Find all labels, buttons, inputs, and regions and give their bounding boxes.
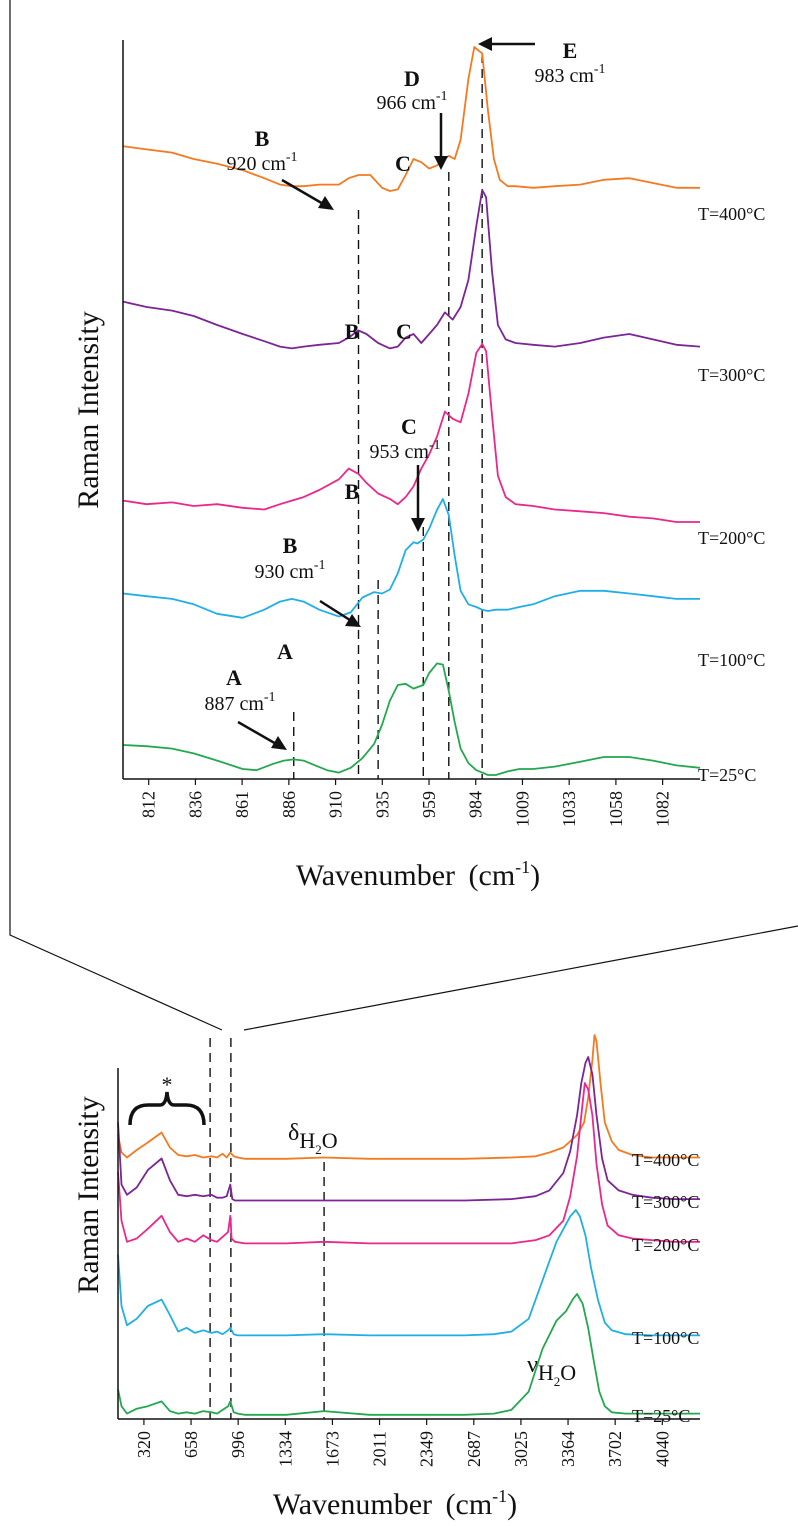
series-label: T=25°C xyxy=(698,765,756,785)
x-tick-label: 3025 xyxy=(511,1431,531,1467)
x-tick-label: 2011 xyxy=(370,1431,390,1466)
x-tick-label: 1033 xyxy=(559,791,579,827)
overview-series-labels: T=400°C T=300°C T=200°C T=100°C T=25°C xyxy=(632,1150,699,1426)
arrow-b4 xyxy=(319,599,354,624)
arrowhead-b4 xyxy=(345,614,361,627)
arrow-b1 xyxy=(281,178,326,207)
x-tick-label: 836 xyxy=(185,791,205,818)
detail-annotations: E 983 cm-1 D 966 cm-1 B 920 cm-1 C B C C… xyxy=(204,37,606,750)
annotation-wavenumber-966: 966 cm-1 xyxy=(376,89,447,114)
arrowhead-e xyxy=(478,37,492,51)
x-tick-label: 1009 xyxy=(512,791,532,827)
annotation-letter-d: D xyxy=(404,66,420,91)
detail-series-group xyxy=(122,46,701,776)
series-label: T=400°C xyxy=(632,1150,699,1170)
overview-chart: 320 658 996 1334 1673 2011 2349 2687 3025 3364 370… xyxy=(72,1034,700,1521)
overview-y-axis-title: Raman Intensity xyxy=(72,1096,105,1293)
series-line-1 xyxy=(122,189,701,350)
x-tick-label: 996 xyxy=(228,1431,248,1458)
annotation-letter-a1: A xyxy=(277,639,293,664)
x-tick-label: 984 xyxy=(466,791,486,818)
annotation-letter-b1: B xyxy=(255,126,270,151)
x-tick-label: 4040 xyxy=(652,1431,672,1467)
x-tick-label: 1334 xyxy=(275,1431,295,1467)
x-tick-label: 861 xyxy=(232,791,252,818)
series-line-4 xyxy=(122,662,701,776)
detail-x-ticks: 812 836 861 886 910 935 959 984 1009 1033 1058 1082 xyxy=(139,779,673,827)
x-tick-label: 3702 xyxy=(605,1431,625,1467)
annotation-wavenumber-983: 983 cm-1 xyxy=(534,62,605,87)
series-label: T=300°C xyxy=(632,1192,699,1212)
x-tick-label: 658 xyxy=(181,1431,201,1458)
series-line-3 xyxy=(117,1209,700,1337)
x-tick-label: 3364 xyxy=(558,1431,578,1467)
series-line-2 xyxy=(122,343,700,523)
delta-h2o-label: δH2O xyxy=(288,1120,338,1157)
series-line-1 xyxy=(117,1056,700,1202)
annotation-letter-c3: C xyxy=(401,414,417,439)
x-tick-label: 320 xyxy=(134,1431,154,1458)
detail-series-labels: T=400°C T=300°C T=200°C T=100°C T=25°C xyxy=(698,204,765,785)
annotation-wavenumber-920: 920 cm-1 xyxy=(226,150,297,175)
x-tick-label: 910 xyxy=(326,791,346,818)
x-tick-label: 1673 xyxy=(322,1431,342,1467)
series-label: T=100°C xyxy=(632,1328,699,1348)
x-tick-label: 1082 xyxy=(653,791,673,827)
annotation-letter-e: E xyxy=(563,38,578,63)
series-line-0 xyxy=(117,1034,700,1160)
overview-reference-lines xyxy=(209,1038,325,1419)
overview-series-group xyxy=(117,1034,700,1416)
brace-annotation: * xyxy=(128,1072,206,1126)
asterisk-label: * xyxy=(162,1072,173,1097)
detail-x-axis-title: Wavenumber (cm-1) xyxy=(296,857,540,892)
arrow-a2 xyxy=(237,720,279,747)
detail-y-axis-title: Raman Intensity xyxy=(72,311,105,508)
arrowhead-b1 xyxy=(318,196,334,210)
series-label: T=25°C xyxy=(632,1406,690,1426)
series-line-3 xyxy=(122,498,700,619)
annotation-letter-b2: B xyxy=(345,319,360,344)
annotation-wavenumber-887: 887 cm-1 xyxy=(204,690,275,715)
series-line-0 xyxy=(122,46,700,192)
curly-brace xyxy=(128,1091,206,1126)
series-label: T=300°C xyxy=(698,365,765,385)
x-tick-label: 1058 xyxy=(606,791,626,827)
series-label: T=200°C xyxy=(698,528,765,548)
annotation-letter-a2: A xyxy=(226,665,242,690)
x-tick-label: 812 xyxy=(139,791,159,818)
annotation-wavenumber-930: 930 cm-1 xyxy=(254,558,325,583)
overview-x-ticks: 320 658 996 1334 1673 2011 2349 2687 3025 3364 370… xyxy=(134,1419,672,1467)
series-line-2 xyxy=(117,1082,700,1245)
annotation-letter-b4: B xyxy=(283,533,298,558)
zoom-connector xyxy=(9,0,798,1031)
x-tick-label: 2687 xyxy=(464,1431,484,1467)
arrowhead-d xyxy=(434,156,448,170)
x-tick-label: 886 xyxy=(279,791,299,818)
series-label: T=200°C xyxy=(632,1235,699,1255)
annotation-letter-c1: C xyxy=(395,151,411,176)
overview-x-axis-title: Wavenumber (cm-1) xyxy=(273,1486,517,1521)
x-tick-label: 959 xyxy=(419,791,439,818)
arrowhead-c3 xyxy=(411,518,425,532)
x-tick-label: 2349 xyxy=(417,1431,437,1467)
detail-reference-lines xyxy=(293,54,483,779)
annotation-wavenumber-953: 953 cm-1 xyxy=(369,438,440,463)
series-line-4 xyxy=(117,1293,700,1416)
x-tick-label: 935 xyxy=(372,791,392,818)
detail-chart: 812 836 861 886 910 935 959 984 1009 1033 1058 1082… xyxy=(72,37,765,892)
arrowhead-a2 xyxy=(271,736,287,750)
nu-h2o-label: νH2O xyxy=(527,1352,576,1389)
annotation-letter-b3: B xyxy=(345,479,360,504)
series-label: T=100°C xyxy=(698,650,765,670)
annotation-letter-c2: C xyxy=(396,319,412,344)
series-label: T=400°C xyxy=(698,204,765,224)
